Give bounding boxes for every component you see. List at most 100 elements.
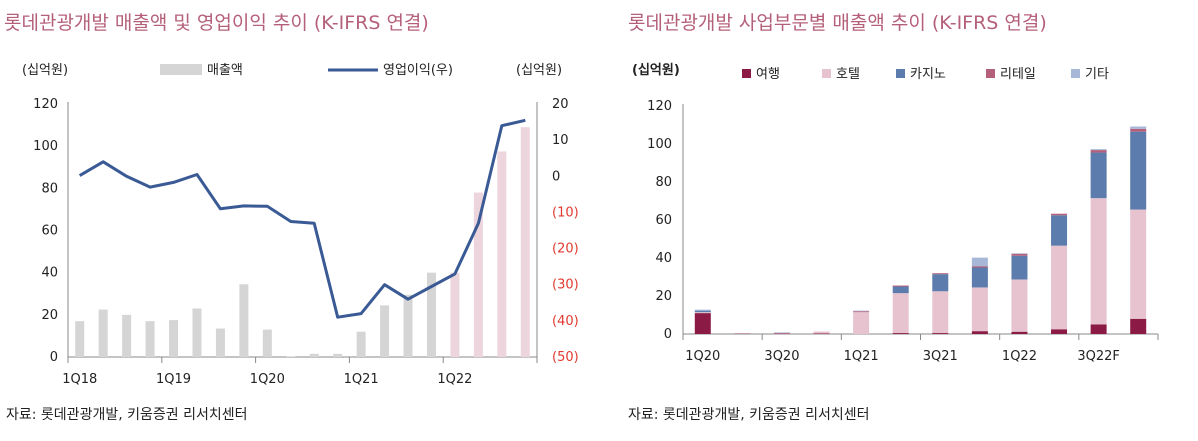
- stacked-x-tick-label: 3Q21: [923, 349, 958, 364]
- x-tick-label: 1Q20: [250, 372, 285, 387]
- left-chart-title: 롯데관광개발 매출액 및 영업이익 추이 (K-IFRS 연결): [4, 12, 429, 34]
- stacked-segment: [1051, 213, 1068, 216]
- legend-swatch-0: [742, 69, 751, 78]
- revenue-bar: [426, 272, 436, 357]
- stacked-segment: [1051, 329, 1068, 334]
- stacked-segment: [971, 287, 988, 332]
- stacked-segment: [932, 273, 949, 275]
- revenue-bar: [145, 321, 155, 357]
- legend-label-revenue: 매출액: [207, 63, 243, 78]
- y-right-tick-label: 0: [552, 169, 560, 184]
- y-tick-label: 120: [647, 99, 672, 114]
- stacked-segment: [694, 309, 711, 311]
- revenue-bar: [122, 314, 132, 357]
- stacked-segment: [773, 332, 790, 334]
- legend-label-operating-profit: 영업이익(우): [383, 63, 453, 78]
- stacked-segment: [971, 257, 988, 267]
- revenue-bar: [169, 320, 179, 357]
- stacked-x-tick-label: 1Q21: [844, 349, 879, 364]
- y-tick-label: 100: [647, 137, 672, 152]
- y-right-tick-label: 10: [552, 133, 569, 148]
- revenue-bar: [473, 192, 483, 357]
- stacked-segment: [773, 332, 790, 333]
- stacked-segment: [853, 311, 870, 313]
- left-axis-unit: (십억원): [22, 63, 68, 78]
- legend-label-1: 호텔: [836, 67, 860, 82]
- y-left-tick-label: 40: [41, 266, 58, 281]
- left-source-note: 자료: 롯데관광개발, 키움증권 리서치센터: [6, 407, 248, 423]
- y-left-tick-label: 20: [41, 308, 58, 323]
- y-left-tick-label: 60: [41, 224, 58, 239]
- legend-swatch-1: [822, 69, 831, 78]
- x-tick-label: 1Q18: [62, 372, 97, 387]
- stacked-segment: [853, 312, 870, 334]
- stacked-segment: [892, 285, 909, 287]
- y-left-tick-label: 120: [33, 97, 58, 112]
- revenue-bar: [98, 309, 108, 357]
- y-tick-label: 60: [655, 213, 672, 228]
- revenue-bar: [403, 294, 413, 357]
- stacked-segment: [971, 267, 988, 288]
- stacked-chart-unit: (십억원): [632, 62, 680, 78]
- y-right-tick-label: (40): [552, 314, 579, 329]
- stacked-x-tick-label: 1Q20: [685, 349, 720, 364]
- stacked-segment: [1051, 215, 1068, 246]
- stacked-segment: [813, 331, 830, 334]
- legend-label-3: 리테일: [1000, 67, 1036, 82]
- stacked-segment: [932, 333, 949, 334]
- stacked-segment: [813, 333, 830, 334]
- stacked-segment: [1090, 150, 1107, 153]
- stacked-segment: [1130, 128, 1147, 132]
- operating-profit-line: [78, 118, 526, 319]
- y-right-tick-label: (50): [552, 350, 579, 365]
- revenue-bar: [380, 305, 390, 357]
- y-left-tick-label: 100: [33, 139, 58, 154]
- stacked-segment: [1011, 279, 1028, 332]
- stacked-segment: [1011, 253, 1028, 254]
- revenue-bar: [239, 284, 249, 357]
- legend-label-4: 기타: [1085, 67, 1109, 82]
- revenue-bar: [75, 321, 85, 357]
- stacked-segment: [892, 293, 909, 334]
- revenue-bar: [450, 272, 460, 357]
- revenue-bar: [309, 353, 319, 357]
- y-tick-label: 0: [664, 327, 672, 342]
- revenue-bar: [497, 151, 507, 357]
- revenue-bar: [262, 329, 272, 357]
- stacked-segment: [1090, 324, 1107, 334]
- revenue-bar: [286, 356, 296, 357]
- stacked-segment: [694, 312, 711, 314]
- stacked-x-tick-label: 3Q22F: [1077, 349, 1120, 364]
- stacked-segment: [773, 333, 790, 334]
- stacked-segment: [1130, 209, 1147, 319]
- revenue-bar: [215, 328, 225, 357]
- x-tick-label: 1Q22: [437, 372, 472, 387]
- right-axis-unit: (십억원): [516, 63, 562, 78]
- legend-swatch-2: [896, 69, 905, 78]
- stacked-segment: [971, 331, 988, 334]
- stacked-segment: [1090, 149, 1107, 151]
- stacked-segment: [694, 313, 711, 334]
- right-chart-title: 롯데관광개발 사업부문별 매출액 추이 (K-IFRS 연결): [628, 12, 1047, 34]
- stacked-segment: [1051, 245, 1068, 330]
- legend-swatch-4: [1071, 69, 1080, 78]
- stacked-segment: [971, 266, 988, 268]
- stacked-segment: [892, 333, 909, 334]
- revenue-bar: [333, 353, 343, 357]
- x-tick-label: 1Q19: [156, 372, 191, 387]
- y-tick-label: 40: [655, 251, 672, 266]
- y-right-tick-label: (10): [552, 205, 579, 220]
- right-source-note: 자료: 롯데관광개발, 키움증권 리서치센터: [628, 407, 870, 423]
- stacked-x-tick-label: 1Q22: [1002, 349, 1037, 364]
- x-tick-label: 1Q21: [344, 372, 379, 387]
- stacked-segment: [1130, 318, 1147, 334]
- revenue-bar: [192, 308, 202, 357]
- legend-label-0: 여행: [756, 66, 780, 82]
- y-right-tick-label: (20): [552, 242, 579, 257]
- y-tick-label: 80: [655, 175, 672, 190]
- revenue-bar: [356, 331, 366, 357]
- legend-swatch-3: [986, 69, 995, 78]
- stacked-segment: [932, 274, 949, 292]
- y-right-tick-label: 20: [552, 97, 569, 112]
